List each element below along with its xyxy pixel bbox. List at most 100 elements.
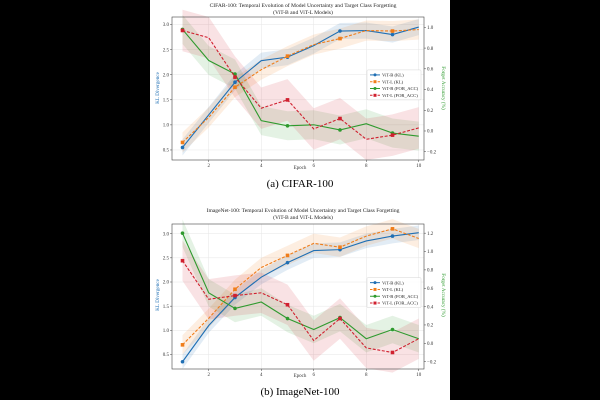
series-line (182, 28, 419, 143)
chart-title-line2: (ViT-B and ViT-L Models) (273, 214, 333, 221)
data-point (338, 316, 342, 321)
data-point (338, 245, 342, 249)
legend: ViT-B (KL)ViT-L (KL)ViT-B (FOR_ACC)ViT-L… (366, 69, 422, 101)
data-point (285, 124, 290, 128)
y-tick-label-left: 2.0 (163, 73, 170, 78)
legend-label: ViT-L (KL) (382, 79, 404, 84)
y-tick-label-left: 2.5 (163, 257, 170, 262)
legend-label: ViT-B (KL) (382, 280, 404, 285)
confidence-band (182, 14, 419, 151)
data-point (390, 327, 395, 332)
confidence-band (182, 9, 419, 160)
confidence-band (182, 225, 419, 369)
data-point (180, 145, 185, 150)
y-tick-label-right: 0.8 (427, 269, 434, 274)
x-tick-label: 10 (416, 164, 422, 169)
data-point (180, 28, 185, 33)
data-point (233, 85, 237, 90)
data-point (285, 253, 290, 258)
confidence-band (182, 219, 419, 355)
y-tick-label-right: 0.8 (427, 47, 434, 52)
data-point (180, 140, 185, 145)
y-tick-label-left: 3.0 (163, 232, 170, 237)
legend-marker (373, 73, 377, 77)
legend-box (366, 69, 422, 101)
y-axis-label-left: KL Divergence (155, 71, 161, 104)
figure-caption: (a) CIFAR-100 (267, 178, 334, 190)
data-point (390, 227, 395, 231)
y-tick-label-left: 1.0 (163, 124, 170, 129)
x-tick-label: 4 (260, 164, 263, 169)
y-tick-label-right: 0.2 (427, 109, 434, 114)
axes-frame (171, 223, 425, 370)
data-point (233, 75, 237, 79)
figure-canvas: CIFAR-100: Temporal Evolution of Model U… (155, 2, 447, 398)
data-point (233, 80, 237, 85)
plot-area: 2 4 6 8 10 0.5 1.0 1.5 2.0 2.5 3.0 −0.2 0.0 0.2 0.4 0.6… (163, 9, 437, 169)
data-point (233, 72, 237, 76)
series-line (182, 29, 419, 140)
y-tick-label-right: 0.6 (427, 68, 434, 73)
y-tick-label-right: 0.2 (427, 324, 434, 329)
data-point (233, 306, 237, 311)
y-tick-label-left: 1.0 (163, 329, 170, 334)
y-tick-label-right: 1.0 (427, 250, 434, 255)
series-line (182, 232, 419, 363)
data-point (285, 316, 290, 321)
x-tick-label: 6 (313, 373, 316, 378)
y-tick-label-right: −0.2 (427, 360, 437, 365)
y-tick-label-right: 0.6 (427, 287, 434, 292)
data-point (285, 54, 290, 58)
chart-title-line1: ImageNet-100: Temporal Evolution of Mode… (207, 207, 400, 214)
y-axis-label-left: KL Divergence (155, 278, 161, 311)
confidence-band (182, 19, 419, 156)
legend-label: ViT-L (FOR_ACC) (382, 301, 418, 306)
series-line (181, 232, 419, 340)
y-tick-label-right: 0.4 (427, 305, 434, 310)
legend-marker (373, 294, 377, 298)
y-tick-label-left: 2.0 (163, 281, 170, 286)
legend-marker (373, 287, 377, 291)
data-point (285, 98, 290, 102)
y-tick-label-left: 2.5 (163, 48, 170, 53)
y-tick-label-right: 0.0 (427, 342, 434, 347)
y-tick-label-right: −0.2 (427, 150, 437, 155)
data-point (390, 234, 395, 238)
data-point (180, 231, 185, 235)
y-tick-label-left: 1.5 (163, 305, 170, 310)
y-tick-label-right: 1.2 (427, 232, 434, 237)
x-tick-label: 2 (208, 164, 211, 169)
legend-marker (373, 87, 377, 91)
chart-title-line2: (ViT-B and ViT-L Models) (273, 9, 333, 16)
legend-label: ViT-B (KL) (382, 73, 404, 78)
data-point (338, 116, 342, 121)
x-tick-label: 6 (313, 164, 316, 169)
legend: ViT-B (KL) ViT-L (KL) ViT-B (FOR_ACC) ViT-L… (366, 277, 422, 308)
data-point (338, 29, 342, 33)
data-point (390, 350, 395, 355)
data-point (390, 29, 395, 33)
data-point (390, 133, 395, 137)
x-tick-label: 8 (365, 373, 368, 378)
x-tick-label: 4 (260, 373, 263, 378)
y-axis-label-right: Forget Accuracy (%) (440, 273, 447, 317)
x-axis-label: Epoch (294, 166, 307, 171)
data-point (285, 302, 290, 307)
legend-marker (373, 80, 377, 84)
series-line (182, 260, 420, 354)
y-tick-label-right: 0.0 (427, 130, 434, 135)
data-point (233, 287, 237, 292)
y-tick-label-right: 0.4 (427, 88, 434, 93)
y-tick-label-left: 1.5 (163, 98, 170, 103)
legend-marker (373, 93, 377, 97)
confidence-band (182, 19, 419, 153)
series-line (182, 29, 419, 137)
legend-marker (373, 281, 377, 285)
x-tick-label: 8 (365, 164, 368, 169)
legend-label: ViT-B (FOR_ACC) (382, 294, 419, 299)
legend-label: ViT-L (KL) (382, 287, 404, 292)
figure-caption: (b) ImageNet-100 (260, 386, 340, 398)
legend-label: ViT-B (FOR_ACC) (382, 86, 419, 91)
data-point (180, 343, 185, 347)
y-tick-label-right: 1.0 (427, 26, 434, 31)
